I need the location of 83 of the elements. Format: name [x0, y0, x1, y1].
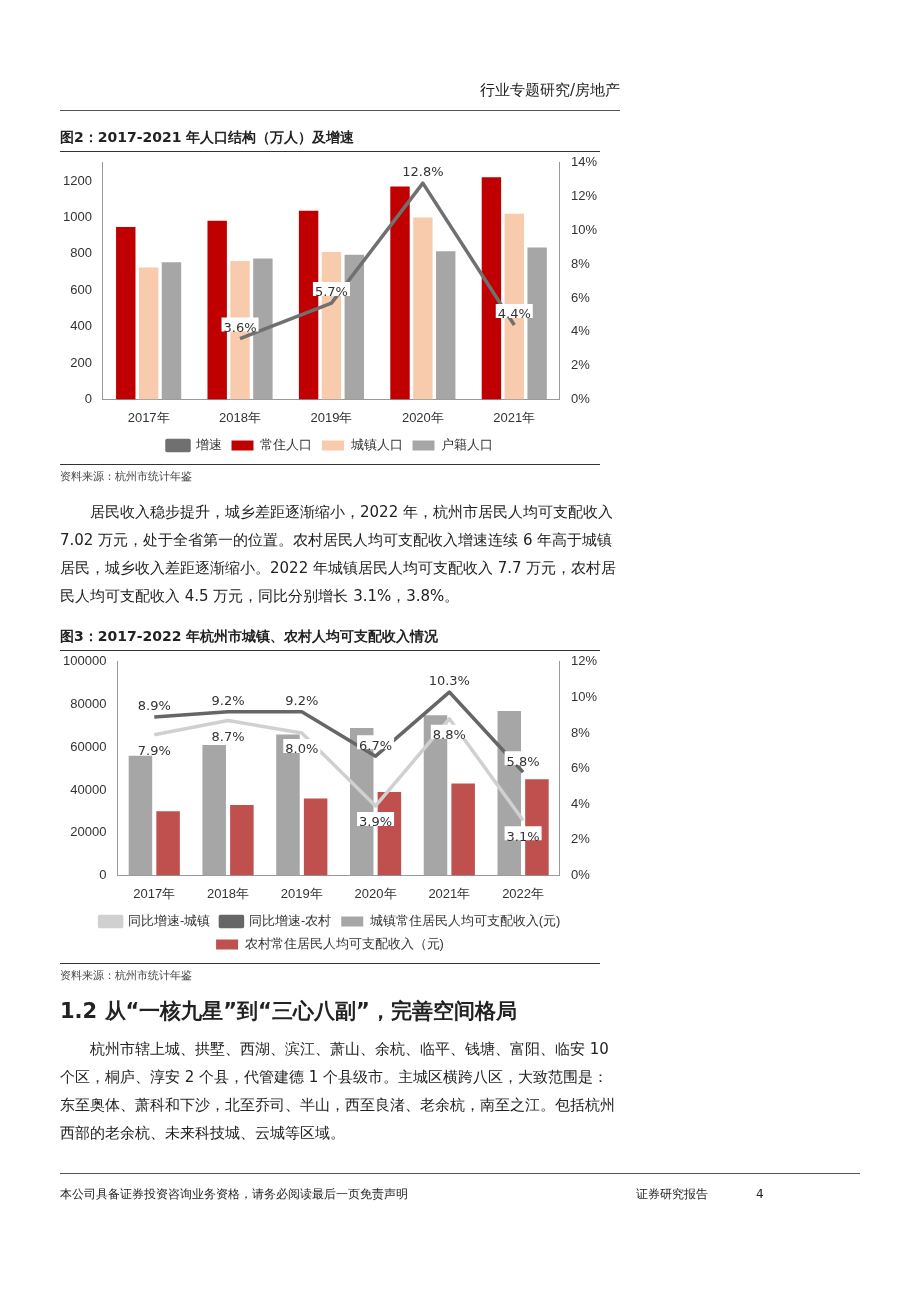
data-label: 8.7% — [211, 728, 245, 744]
y2-tick-label: 2% — [570, 357, 591, 373]
legend-label: 城镇人口 — [349, 437, 403, 453]
data-label: 3.6% — [223, 319, 257, 335]
x-tick-label: 2019年 — [310, 409, 353, 425]
x-tick-label: 2017年 — [133, 885, 176, 901]
x-tick-label: 2017年 — [127, 409, 170, 425]
y-tick-label: 0 — [99, 866, 107, 882]
y2-tick-label: 12% — [570, 188, 598, 204]
text: 本公司具备证券投资咨询业务资格，请务必阅读最后一页免责声明 证券研究报告 4 — [60, 1173, 860, 1208]
legend-label: 同比增速-城镇 — [128, 913, 211, 929]
y2-tick-label: 0% — [570, 866, 591, 882]
text: 杭州市辖上城、拱墅、西湖、滨江、萧山、余杭、临平、钱塘、富阳、临安 10 个区，桐庐、淳安 2 个县，代管建德 1 个县级市。主城区横跨八区，大致范围是：东至奥体、萧科和下沙，北至乔司、半山，西至良渚、老余杭，南至之江。包括杭州西部的老余杭、未来科技城、云城等区域。 — [60, 1039, 616, 1144]
data-label: 8.9% — [137, 698, 171, 714]
y-tick-label: 1000 — [63, 208, 92, 224]
y-tick-label: 0 — [84, 390, 92, 406]
y2-tick-label: 8% — [570, 255, 591, 271]
y2-tick-label: 6% — [570, 289, 591, 305]
text: 行业专题研究/房地产 — [60, 76, 620, 111]
bar — [413, 217, 433, 400]
text: 资料来源：杭州市统计年鉴 — [60, 464, 600, 484]
bar — [436, 251, 456, 400]
bar — [138, 267, 159, 400]
bar — [390, 186, 410, 400]
x-tick-label: 2021年 — [428, 885, 471, 901]
y-tick-label: 80000 — [70, 696, 107, 712]
data-label: 3.1% — [506, 828, 540, 844]
y2-tick-label: 10% — [570, 688, 598, 704]
data-label: 8.8% — [432, 727, 466, 743]
data-label: 9.2% — [211, 693, 245, 709]
x-tick-label: 2018年 — [207, 885, 249, 901]
data-label: 7.9% — [137, 743, 171, 759]
bar — [303, 798, 328, 876]
y-tick-label: 60000 — [70, 738, 107, 754]
y-tick-label: 40000 — [70, 781, 107, 797]
data-label: 12.8% — [402, 164, 444, 180]
x-tick-label: 2020年 — [354, 885, 397, 901]
y2-tick-label: 10% — [570, 221, 598, 237]
legend-label: 常住人口 — [260, 437, 312, 453]
y2-tick-label: 6% — [570, 760, 591, 776]
data-label: 4.4% — [497, 306, 531, 322]
data-label: 6.7% — [359, 737, 393, 753]
legend-label: 户籍人口 — [441, 437, 493, 453]
y-tick-label: 600 — [70, 281, 92, 297]
chart-title: 图3：2017-2022 年杭州市城镇、农村人均可支配收入情况 — [60, 624, 600, 651]
data-label: 10.3% — [428, 673, 470, 689]
data-label: 3.9% — [359, 814, 393, 830]
legend-label: 农村常住居民人均可支配收入（元) — [244, 936, 444, 952]
bar — [451, 783, 475, 876]
legend-label: 增速 — [194, 437, 222, 453]
data-label: 9.2% — [285, 693, 319, 709]
y-tick-label: 100000 — [62, 653, 107, 669]
data-label: 8.0% — [285, 741, 319, 757]
bar — [202, 745, 226, 876]
y2-tick-label: 4% — [570, 323, 591, 339]
y-tick-label: 200 — [70, 354, 92, 370]
chart-title: 图2：2017-2021 年人口结构（万人）及增速 — [60, 125, 600, 152]
bar — [230, 804, 254, 876]
legend-label: 同比增速-农村 — [248, 913, 332, 929]
y2-tick-label: 12% — [570, 653, 598, 669]
y-tick-label: 1200 — [63, 172, 92, 188]
y2-tick-label: 14% — [570, 154, 598, 170]
y2-tick-label: 2% — [570, 831, 591, 847]
bar — [161, 262, 182, 400]
y2-tick-label: 8% — [570, 724, 591, 740]
text: 1.2 从“一核九星”到“三心八副”，完善空间格局 — [60, 998, 518, 1025]
data-label: 5.8% — [506, 753, 540, 769]
x-tick-label: 2020年 — [401, 409, 444, 425]
y-tick-label: 20000 — [70, 824, 107, 840]
y2-tick-label: 0% — [570, 390, 591, 406]
data-label: 5.7% — [314, 284, 348, 300]
y-tick-label: 400 — [70, 318, 92, 334]
x-tick-label: 2019年 — [280, 885, 323, 901]
text: 居民收入稳步提升，城乡差距逐渐缩小，2022 年，杭州市居民人均可支配收入 7.02 万元，处于全省第一的位置。农村居民人均可支配收入增速连续 6 年高于城镇居民，城乡收入差距逐渐缩小。2022 年城镇居民人均可支配收入 7.7 万元，农村居民人均可支配收入 4.5 万元，同比分别增长 3.1%，3.8%。 — [60, 502, 618, 607]
bar — [116, 227, 136, 400]
x-tick-label: 2021年 — [493, 409, 536, 425]
legend-label: 城镇常住居民人均可支配收入(元) — [368, 913, 561, 929]
y-tick-label: 800 — [70, 245, 92, 261]
y2-tick-label: 4% — [570, 795, 591, 811]
x-tick-label: 2022年 — [502, 885, 545, 901]
text: 资料来源：杭州市统计年鉴 — [60, 963, 600, 983]
x-tick-label: 2018年 — [219, 409, 261, 425]
bar — [156, 811, 180, 876]
